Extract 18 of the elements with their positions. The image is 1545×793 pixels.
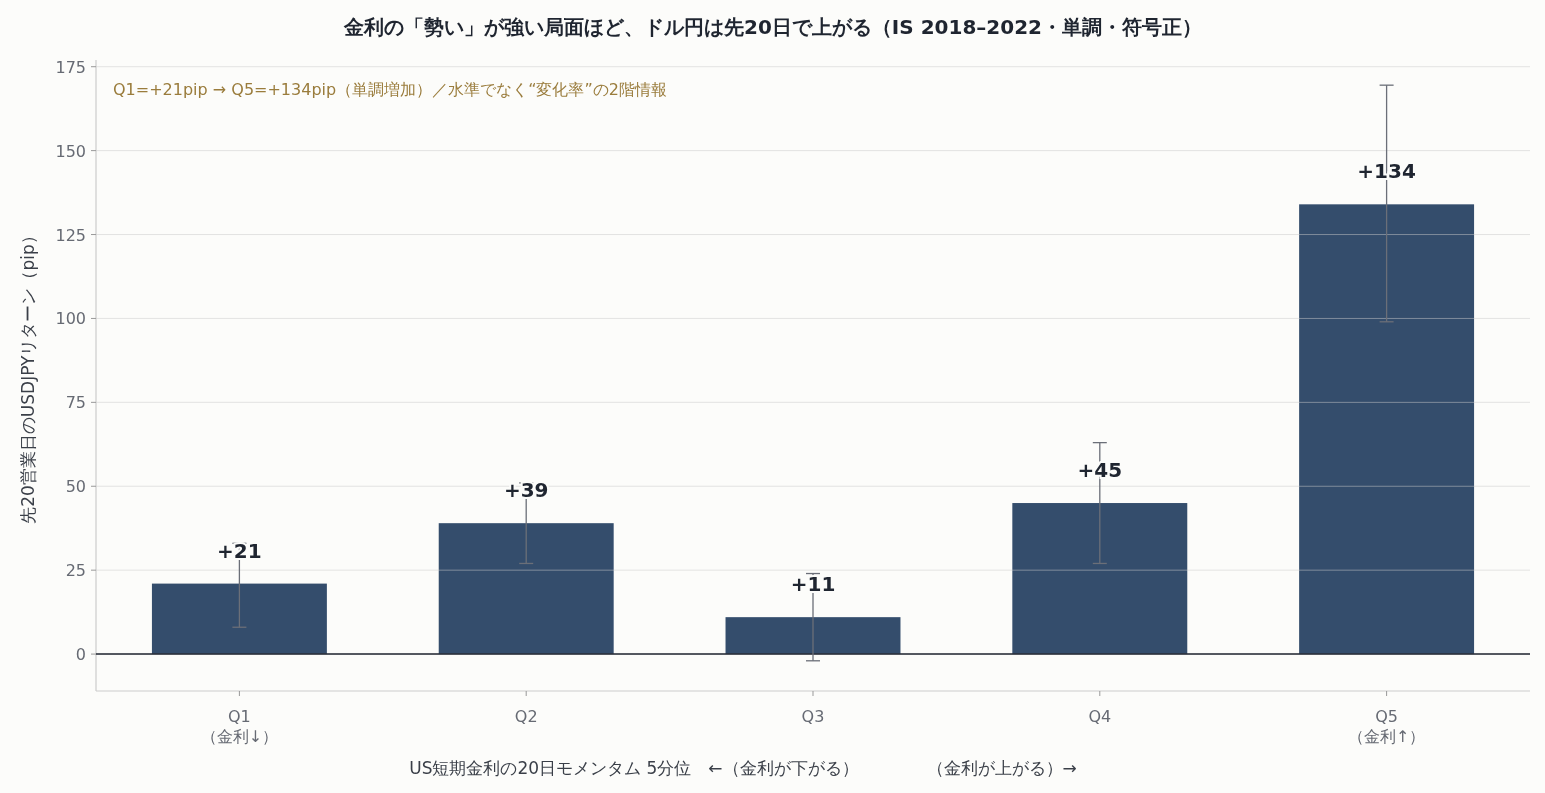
data-label: +11 <box>790 572 836 597</box>
x-tick-label: Q4 <box>1088 707 1112 726</box>
y-tick-label: 0 <box>75 645 86 665</box>
y-tick-label: 25 <box>65 561 86 581</box>
y-tick-label: 150 <box>55 141 86 161</box>
y-tick-label: 125 <box>55 225 86 245</box>
chart-title: 金利の「勢い」が強い局面ほど、ドル円は先20日で上がる（IS 2018–2022・単調・符号正） <box>343 15 1202 39</box>
y-tick-label: 175 <box>55 57 86 77</box>
x-tick-label: Q2 <box>514 707 538 726</box>
y-axis-title: 先20営業日のUSDJPYリターン（pip） <box>18 227 38 524</box>
x-tick-label: Q1 （金利↓） <box>200 707 279 746</box>
y-tick-label: 100 <box>55 309 86 329</box>
annotation: Q1=+21pip → Q5=+134pip（単調増加）／水準でなく“変化率”の2階情報 <box>113 80 667 99</box>
x-axis-title: US短期金利の20日モメンタム 5分位 ←（金利が下がる） （金利が上がる）→ <box>409 758 1077 778</box>
x-tick-label: Q5 （金利↑） <box>1347 707 1426 746</box>
y-tick-label: 75 <box>65 393 86 413</box>
x-tick-label: Q3 <box>801 707 825 726</box>
y-tick-label: 50 <box>65 477 86 497</box>
